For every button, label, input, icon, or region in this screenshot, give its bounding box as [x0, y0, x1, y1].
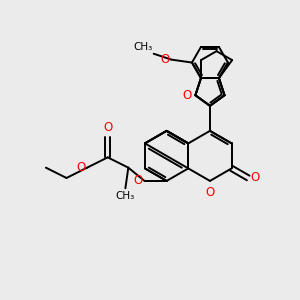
Text: O: O — [76, 161, 85, 174]
Text: O: O — [160, 53, 170, 66]
Text: O: O — [183, 89, 192, 102]
Text: O: O — [250, 172, 260, 184]
Text: O: O — [103, 121, 112, 134]
Text: CH₃: CH₃ — [116, 191, 135, 201]
Text: CH₃: CH₃ — [133, 42, 152, 52]
Text: O: O — [134, 174, 143, 188]
Text: O: O — [205, 186, 214, 199]
